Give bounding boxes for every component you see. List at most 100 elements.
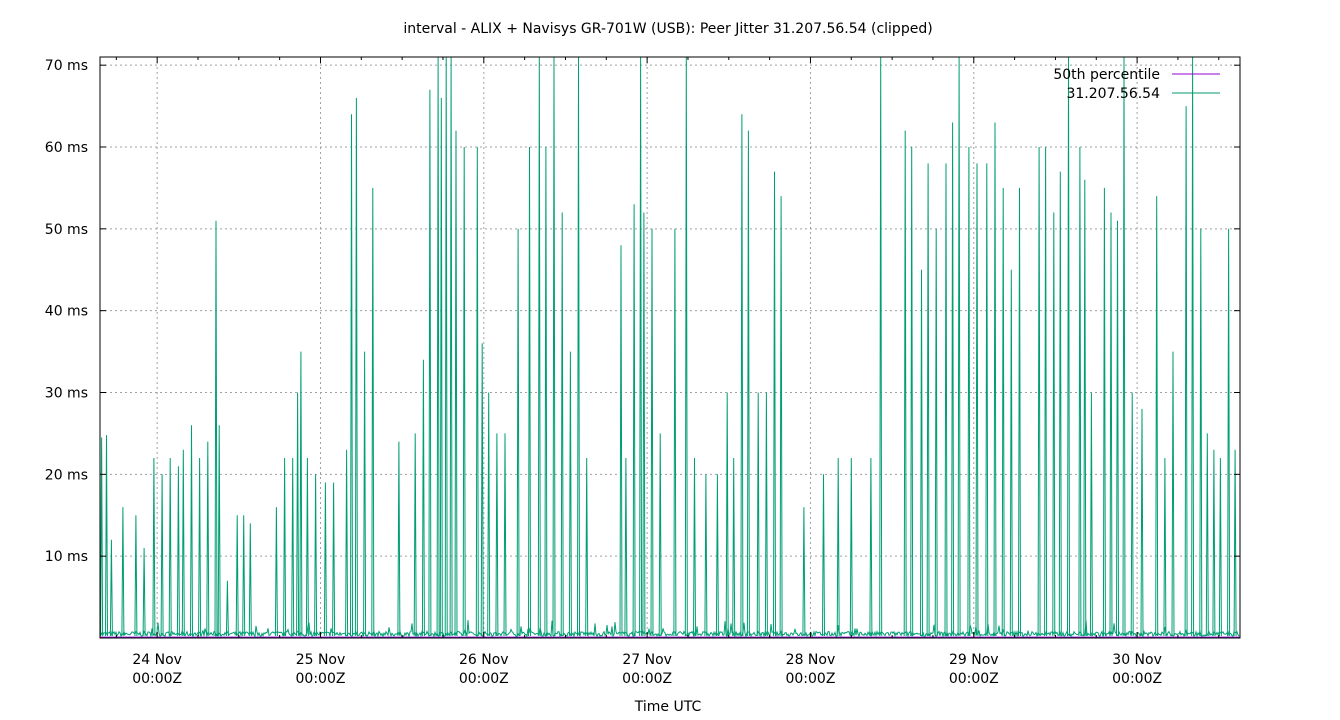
jitter-spike [503, 433, 507, 637]
jitter-spike [1233, 449, 1237, 637]
jitter-spike [1227, 228, 1231, 637]
x-tick-label: 28 Nov [786, 652, 836, 668]
jitter-spike [291, 457, 295, 637]
jitter-spike [1067, 56, 1070, 637]
jitter-spike [449, 56, 453, 637]
jitter-spike [1001, 187, 1005, 637]
jitter-spike [1058, 171, 1062, 637]
x-tick-label: 29 Nov [949, 652, 999, 668]
jitter-spike [957, 56, 961, 637]
jitter-spike [345, 449, 349, 637]
jitter-spike [732, 457, 736, 637]
jitter-spike [632, 204, 636, 637]
jitter-spike [944, 163, 948, 637]
x-tick-label: 00:00Z [296, 671, 346, 687]
jitter-spike [993, 122, 997, 637]
jitter-spike [121, 507, 125, 637]
jitter-spike [1163, 457, 1167, 637]
plot-frame [99, 56, 1241, 639]
jitter-spike [1171, 351, 1175, 637]
jitter-spike [436, 56, 440, 637]
jitter-spike [454, 130, 458, 637]
jitter-spike [363, 351, 367, 637]
jitter-spike [323, 482, 327, 637]
jitter-spike [134, 515, 138, 637]
jitter-spike [371, 187, 375, 637]
jitter-spike [487, 392, 491, 637]
legend: 50th percentile 31.207.56.54 [1053, 67, 1220, 102]
jitter-spike [560, 212, 564, 637]
jitter-spike [305, 457, 309, 637]
jitter-spike [1130, 392, 1134, 637]
x-axis: 24 Nov 00:00Z 25 Nov 00:00Z 26 Nov 00:00Z 27 N… [115, 57, 1220, 687]
jitter-spike [176, 466, 180, 637]
jitter-spike [869, 457, 873, 637]
x-tick-label: 00:00Z [785, 671, 835, 687]
jitter-spike [1140, 408, 1144, 637]
jitter-spike [673, 228, 677, 637]
jitter-spike [619, 245, 623, 637]
jitter-spike [109, 539, 113, 637]
jitter-spike [314, 474, 318, 637]
jitter-spike [225, 580, 229, 637]
jitter-spike [1116, 220, 1119, 637]
y-tick-label: 60 ms [45, 140, 88, 156]
jitter-spike [181, 449, 185, 637]
jitter-spike [100, 437, 104, 637]
jitter-spike [413, 433, 417, 637]
jitter-spike [740, 114, 744, 637]
jitter-spike [585, 457, 589, 637]
jitter-spike [214, 220, 218, 637]
y-tick-label: 40 ms [45, 304, 88, 320]
jitter-spike [354, 97, 358, 637]
jitter-spike [198, 457, 202, 637]
jitter-spike [152, 457, 156, 637]
jitter-spike [168, 457, 172, 637]
legend-peer-label: 31.207.56.54 [1066, 86, 1160, 102]
legend-median-label: 50th percentile [1053, 67, 1160, 83]
jitter-spike [332, 482, 336, 637]
jitter-spike [1212, 449, 1216, 637]
jitter-spike [642, 212, 646, 637]
jitter-spike [704, 474, 708, 637]
x-axis-label: Time UTC [634, 699, 702, 715]
jitter-spike [206, 441, 210, 637]
jitter-spike [350, 114, 353, 637]
jitter-spike [715, 474, 719, 637]
jitter-spike [658, 433, 662, 637]
jitter-spike [746, 130, 750, 637]
jitter-spike [985, 163, 989, 637]
jitter-spike [537, 56, 541, 637]
peer-baseline [99, 620, 1240, 639]
jitter-spike [1155, 196, 1159, 637]
jitter-spike [1102, 187, 1106, 637]
jitter-spike [1089, 392, 1093, 637]
jitter-spike [475, 146, 479, 637]
jitter-spike [903, 130, 907, 637]
jitter-spike [879, 56, 883, 637]
jitter-spike [951, 122, 955, 637]
jitter-spike [1078, 146, 1082, 637]
jitter-spike [779, 196, 783, 637]
jitter-spike [552, 56, 556, 637]
jitter-spike [1009, 269, 1013, 637]
jitter-spike [296, 392, 300, 637]
jitter-spike [439, 97, 443, 637]
jitter-spike [428, 89, 432, 637]
jitter-spike [397, 441, 401, 637]
jitter-spike [756, 392, 760, 637]
peer-jitter-series [99, 56, 1240, 639]
jitter-spike [920, 269, 923, 637]
jitter-spike [1083, 179, 1087, 637]
jitter-spike [849, 457, 853, 637]
jitter-spike [926, 163, 930, 637]
jitter-spike [1037, 146, 1041, 637]
y-tick-label: 30 ms [45, 386, 88, 402]
jitter-spike [934, 228, 938, 637]
x-tick-label: 00:00Z [949, 671, 999, 687]
y-tick-label: 70 ms [45, 58, 88, 74]
jitter-spike [639, 56, 643, 637]
jitter-spike [142, 547, 146, 637]
jitter-spike [462, 146, 466, 637]
